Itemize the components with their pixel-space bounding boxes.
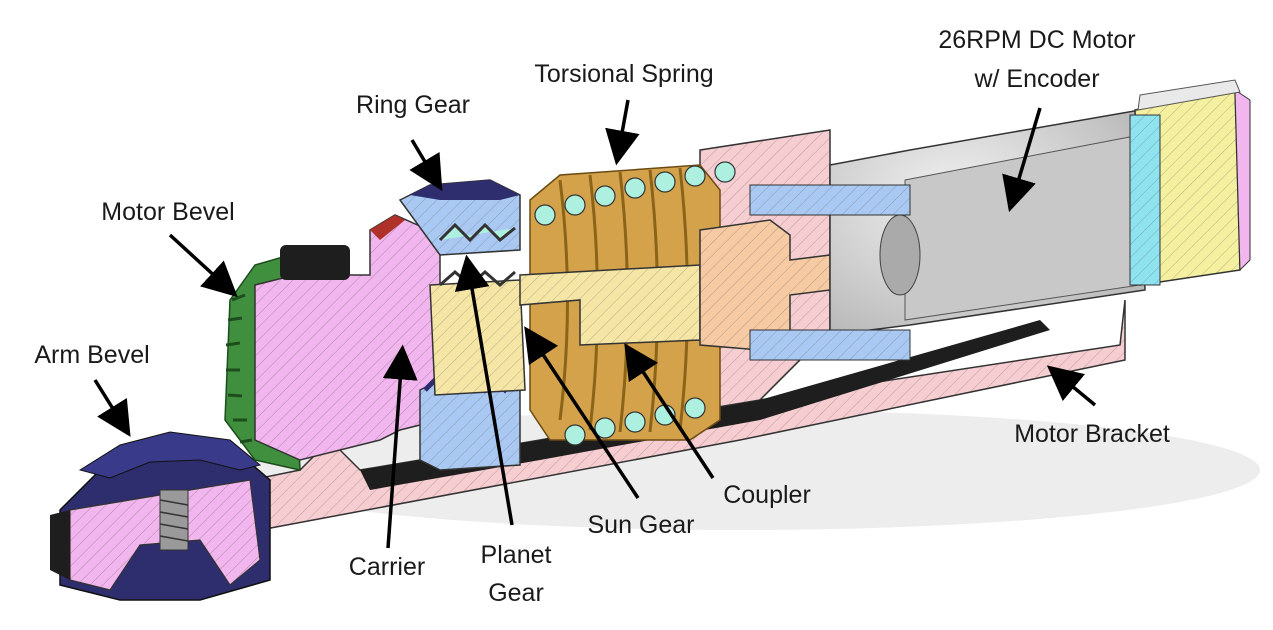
label-planet-gear-line2: Gear	[488, 579, 544, 607]
label-torsional-spring: Torsional Spring	[534, 60, 714, 88]
label-arm-bevel: Arm Bevel	[34, 341, 150, 369]
arrow-ring-gear	[409, 139, 443, 192]
arrow-motor-bracket	[1046, 365, 1097, 407]
label-sun-gear: Sun Gear	[587, 511, 695, 539]
arrow-dc-motor	[1002, 107, 1042, 213]
label-motor-bevel: Motor Bevel	[101, 198, 235, 226]
label-ring-gear: Ring Gear	[356, 91, 470, 119]
label-planet-gear-line1: Planet	[480, 541, 552, 569]
sun-gear-and-coupler	[519, 219, 831, 351]
label-motor-bracket: Motor Bracket	[1014, 420, 1170, 448]
arrow-arm-bevel	[93, 379, 131, 437]
arrow-coupler	[624, 343, 715, 479]
leader-arrows	[93, 99, 1097, 549]
carrier	[254, 214, 441, 461]
encoder	[1129, 79, 1251, 286]
planet-gear	[429, 222, 526, 396]
label-coupler: Coupler	[723, 481, 811, 509]
arm-bevel	[50, 431, 271, 601]
arrow-torsional-spring	[605, 99, 640, 166]
arrow-carrier	[382, 344, 418, 549]
arrow-motor-bevel	[168, 233, 238, 298]
label-dc-motor-line1: 26RPM DC Motor	[938, 26, 1136, 54]
dc-motor	[749, 109, 1146, 361]
arrow-sun-gear	[524, 326, 640, 499]
arrow-planet-gear	[454, 254, 514, 526]
label-carrier: Carrier	[348, 553, 426, 581]
label-dc-motor-line2: w/ Encoder	[974, 65, 1100, 93]
